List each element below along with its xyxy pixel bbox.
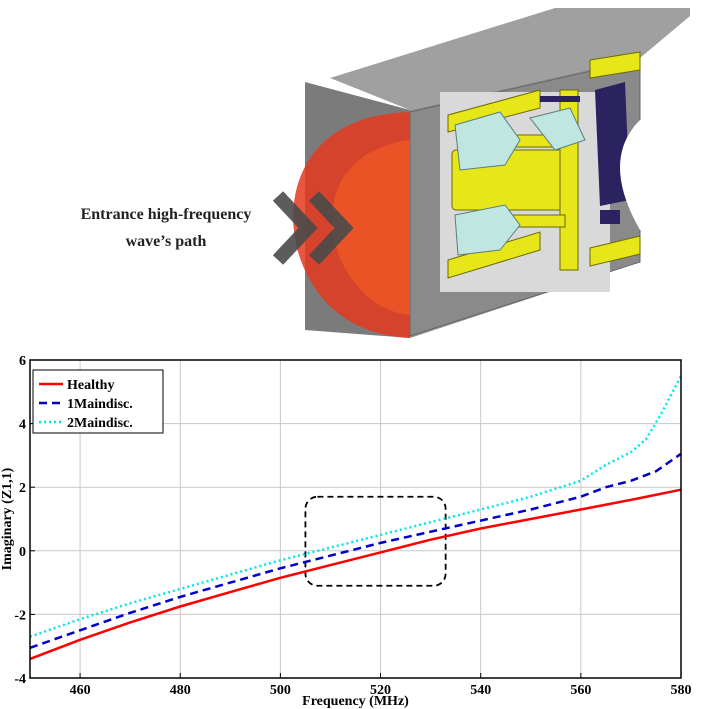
plot-frame: [29, 359, 682, 679]
tick-labels: 460 480 500 520 540 560 580 -4 -2 0 2 4 6: [14, 354, 691, 698]
y-tick-label: 6: [19, 354, 26, 369]
y-tick-label: 0: [19, 545, 26, 560]
y-tick-label: -4: [14, 672, 26, 687]
callout-label-line1: Entrance high-frequency: [81, 206, 252, 223]
legend: Healthy 1Maindisc. 2Maindisc.: [32, 369, 164, 434]
y-tick-label: 2: [19, 481, 26, 496]
x-tick-label: 580: [671, 683, 692, 698]
callout-label-line2: wave’s path: [126, 233, 207, 250]
series-line-1: [29, 452, 682, 649]
connector-illustration: Entrance high-frequency wave’s path: [81, 8, 690, 338]
insulator-parts: [454, 107, 586, 256]
x-axis-title: Frequency (MHz): [302, 694, 409, 709]
legend-label-1: 1Maindisc.: [67, 397, 133, 412]
y-axis-title: Imaginary (Z1,1): [0, 467, 15, 570]
red-dome-highlight: [331, 140, 410, 315]
connector-opening: [620, 120, 690, 230]
x-tick-label: 480: [170, 683, 191, 698]
x-tick-label: 500: [270, 683, 291, 698]
series-line-0: [29, 488, 682, 661]
series-layer: [29, 375, 683, 661]
arrow-icon: [272, 191, 354, 265]
y-tick-label: 4: [19, 418, 26, 433]
legend-label-0: Healthy: [67, 378, 114, 393]
x-tick-label: 460: [70, 683, 91, 698]
x-tick-label: 520: [370, 683, 391, 698]
x-tick-label: 540: [470, 683, 491, 698]
outer-shell-top: [330, 8, 690, 110]
legend-label-2: 2Maindisc.: [67, 416, 133, 431]
series-line-2: [29, 375, 683, 638]
chart: 460 480 500 520 540 560 580 -4 -2 0 2 4 6 Frequency …: [0, 354, 692, 709]
y-tick-label: -2: [14, 608, 26, 623]
x-tick-label: 560: [570, 683, 591, 698]
